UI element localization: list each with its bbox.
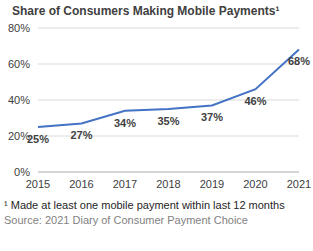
svg-text:27%: 27% — [70, 129, 92, 141]
svg-text:2016: 2016 — [69, 178, 93, 190]
html-text:¹ Made at least one mobile pay: ¹ Made at least one mobile payment withi… — [4, 199, 285, 211]
svg-text:37%: 37% — [201, 111, 223, 123]
svg-text:2018: 2018 — [156, 178, 180, 190]
svg-text:60%: 60% — [8, 58, 30, 70]
svg-text:80%: 80% — [8, 22, 30, 34]
svg-text:2017: 2017 — [113, 178, 137, 190]
html-text:Share of Consumers Making Mobi: Share of Consumers Making Mobile Payment… — [12, 4, 280, 18]
html-text:Source: 2021 Diary of Consumer: Source: 2021 Diary of Consumer Payment C… — [4, 214, 248, 226]
svg-text:34%: 34% — [114, 117, 136, 129]
svg-text:25%: 25% — [27, 133, 49, 145]
svg-text:35%: 35% — [157, 115, 179, 127]
svg-text:2020: 2020 — [243, 178, 267, 190]
svg-text:2015: 2015 — [26, 178, 50, 190]
svg-text:68%: 68% — [288, 55, 305, 67]
svg-text:0%: 0% — [14, 166, 30, 178]
svg-text:2019: 2019 — [200, 178, 224, 190]
svg-text:46%: 46% — [244, 95, 266, 107]
svg-text:40%: 40% — [8, 94, 30, 106]
svg-text:2021: 2021 — [287, 178, 305, 190]
